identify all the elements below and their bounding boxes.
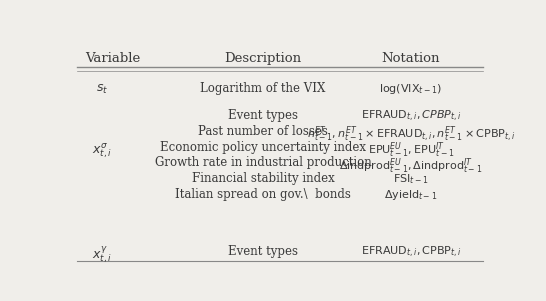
Text: $\Delta\mathrm{yield}_{t-1}$: $\Delta\mathrm{yield}_{t-1}$: [384, 188, 437, 202]
Text: $x_{t,i}^{\gamma}$: $x_{t,i}^{\gamma}$: [92, 245, 112, 266]
Text: $n_{t-1}^{ET}, n_{t-1}^{ET}\times\mathrm{EFRAUD}_{t,i}, n_{t-1}^{ET}\times\mathr: $n_{t-1}^{ET}, n_{t-1}^{ET}\times\mathrm…: [307, 125, 515, 144]
Text: $x_{t,i}^{\sigma}$: $x_{t,i}^{\sigma}$: [92, 141, 112, 160]
Text: Event types: Event types: [228, 245, 298, 258]
Text: Event types: Event types: [228, 109, 298, 122]
Text: Financial stability index: Financial stability index: [192, 172, 334, 185]
Text: Logarithm of the VIX: Logarithm of the VIX: [200, 82, 325, 95]
Text: Notation: Notation: [382, 52, 440, 65]
Text: $\mathrm{EFRAUD}_{t,i}, \mathrm{CPBP}_{t,i}$: $\mathrm{EFRAUD}_{t,i}, \mathrm{CPBP}_{t…: [360, 245, 461, 260]
Text: Description: Description: [224, 52, 301, 65]
Text: Economic policy uncertainty index: Economic policy uncertainty index: [160, 141, 366, 154]
Text: $\Delta\mathrm{indprod}_{t-1}^{EU}, \Delta\mathrm{indprod}_{t-1}^{IT}$: $\Delta\mathrm{indprod}_{t-1}^{EU}, \Del…: [340, 157, 483, 176]
Text: Italian spread on gov.\  bonds: Italian spread on gov.\ bonds: [175, 188, 351, 201]
Text: Variable: Variable: [85, 52, 140, 65]
Text: $\mathrm{EFRAUD}_{t,i},\mathit{CPBP}_{t,i}$: $\mathrm{EFRAUD}_{t,i},\mathit{CPBP}_{t,…: [360, 109, 461, 124]
Text: $\mathrm{FSI}_{t-1}$: $\mathrm{FSI}_{t-1}$: [393, 172, 429, 186]
Text: Growth rate in industrial production: Growth rate in industrial production: [155, 157, 371, 169]
Text: $\mathrm{EPU}_{t-1}^{EU}, \mathrm{EPU}_{t-1}^{IT}$: $\mathrm{EPU}_{t-1}^{EU}, \mathrm{EPU}_{…: [368, 141, 454, 160]
Text: $\log(\mathrm{VIX}_{t-1})$: $\log(\mathrm{VIX}_{t-1})$: [379, 82, 443, 97]
Text: $s_t$: $s_t$: [96, 82, 108, 96]
Text: Past number of losses: Past number of losses: [198, 125, 328, 138]
